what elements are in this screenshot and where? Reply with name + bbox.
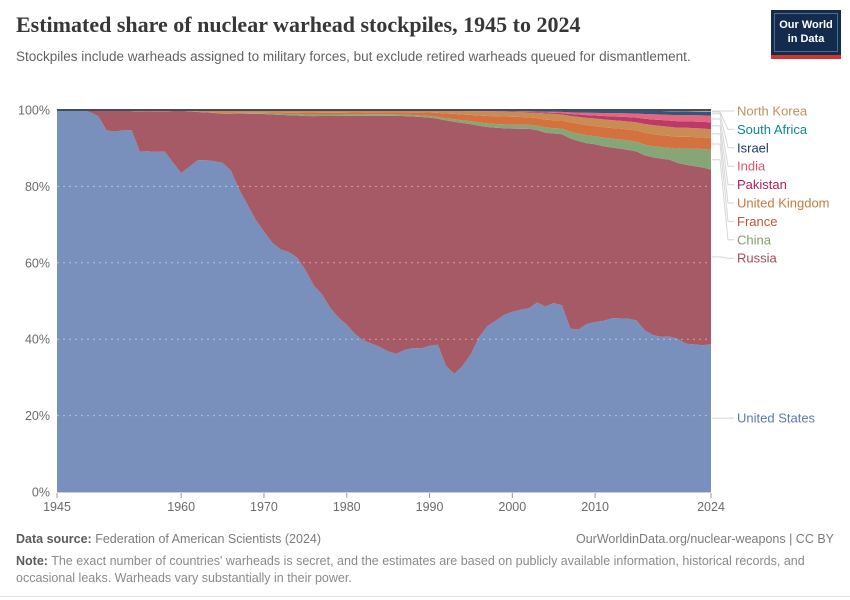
- y-tick-100: 100%: [18, 104, 50, 118]
- owid-link[interactable]: OurWorldinData.org/nuclear-weapons | CC …: [576, 532, 834, 546]
- source-row: Data source: Federation of American Scie…: [16, 531, 834, 548]
- legend-connector-india: [712, 118, 734, 167]
- page-subtitle: Stockpiles include warheads assigned to …: [16, 49, 691, 64]
- y-tick-20: 20%: [25, 409, 50, 423]
- legend-connector-israel: [712, 113, 734, 149]
- legend-connector-pakistan: [712, 125, 734, 186]
- x-tick-2000: 2000: [498, 500, 526, 514]
- area-france[interactable]: [57, 110, 711, 150]
- y-tick-40: 40%: [25, 333, 50, 347]
- legend-item-pakistan[interactable]: Pakistan: [737, 177, 787, 192]
- legend-item-israel[interactable]: Israel: [737, 140, 769, 155]
- owid-logo-line1: Our World: [779, 19, 833, 31]
- y-tick-80: 80%: [25, 180, 50, 194]
- owid-logo-text: Our World in Data: [774, 13, 838, 52]
- area-israel[interactable]: [57, 110, 711, 116]
- x-tick-2024: 2024: [697, 500, 725, 514]
- owid-logo-line2: in Data: [787, 33, 825, 46]
- data-source: Data source: Federation of American Scie…: [16, 531, 321, 548]
- legend-connector-france: [712, 143, 734, 222]
- x-tick-1960: 1960: [167, 500, 195, 514]
- area-china[interactable]: [57, 110, 711, 170]
- x-tick-1980: 1980: [333, 500, 361, 514]
- legend-item-india[interactable]: India: [737, 159, 766, 174]
- note-text: The exact number of countries' warheads …: [16, 553, 805, 585]
- page-title: Estimated share of nuclear warhead stock…: [16, 12, 581, 37]
- chart-note: Note: The exact number of countries' war…: [16, 553, 834, 587]
- legend-item-south-africa[interactable]: South Africa: [737, 122, 808, 137]
- x-tick-1970: 1970: [250, 500, 278, 514]
- legend-item-france[interactable]: France: [737, 214, 777, 229]
- legend-connector-south-africa: [712, 111, 734, 130]
- x-tick-2010: 2010: [581, 500, 609, 514]
- legend-item-china[interactable]: China: [737, 232, 772, 247]
- owid-logo[interactable]: Our World in Data: [771, 10, 841, 59]
- x-tick-1945: 1945: [43, 500, 71, 514]
- y-tick-0: 0%: [32, 486, 50, 500]
- legend-item-russia[interactable]: Russia: [737, 251, 778, 266]
- legend-connector-russia: [712, 256, 734, 259]
- area-russia[interactable]: [57, 110, 711, 374]
- area-united-kingdom[interactable]: [57, 110, 711, 139]
- y-tick-60: 60%: [25, 256, 50, 270]
- legend-item-united-states[interactable]: United States: [737, 411, 816, 426]
- legend-item-united-kingdom[interactable]: United Kingdom: [737, 196, 830, 211]
- legend-connector-china: [712, 159, 734, 241]
- legend-item-north-korea[interactable]: North Korea: [737, 104, 808, 119]
- legend-connector-united-kingdom: [712, 133, 734, 204]
- bottom-divider: [0, 596, 850, 597]
- note-label: Note:: [16, 553, 48, 568]
- data-source-value: Federation of American Scientists (2024): [95, 532, 322, 546]
- chart-footer: Data source: Federation of American Scie…: [16, 531, 834, 587]
- x-tick-1990: 1990: [416, 500, 444, 514]
- data-source-label: Data source:: [16, 532, 92, 546]
- area-united-states[interactable]: [57, 110, 711, 492]
